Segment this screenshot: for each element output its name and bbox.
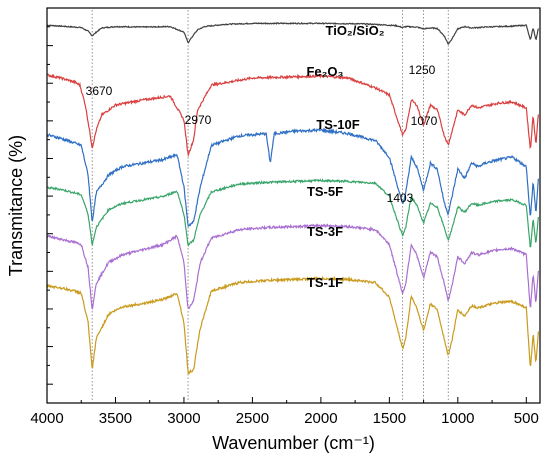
series-line: [46, 178, 539, 248]
series-line: [47, 21, 539, 45]
series-label: TiO₂/SiO₂: [326, 23, 385, 38]
x-tick-label: 2500: [236, 410, 269, 427]
series-line: [46, 127, 539, 228]
peak-annotation: 3670: [86, 84, 113, 98]
series-label: TS-3F: [307, 224, 343, 239]
x-tick-label: 500: [514, 410, 539, 427]
x-tick-label: 3000: [167, 410, 200, 427]
reference-lines: [91, 10, 449, 401]
peak-annotation: 1250: [409, 63, 436, 77]
series-line: [46, 275, 539, 376]
y-axis-title: Transmitance (%): [6, 135, 26, 276]
plot-frame: [46, 7, 541, 404]
x-tick-label: 2000: [304, 410, 337, 427]
x-tick-label: 4000: [30, 410, 63, 427]
labels-layer: TiO₂/SiO₂ Fe₂O₃ TS-10F TS-5F TS-3F TS-1F 3670 2…: [86, 23, 438, 290]
series-label: Fe₂O₃: [306, 64, 343, 79]
peak-annotation: 1403: [387, 191, 414, 205]
x-tick-label: 3500: [99, 410, 132, 427]
x-tick-label: 1000: [441, 410, 474, 427]
x-axis-title: Wavenumber (cm⁻¹): [212, 433, 375, 453]
series-label: TS-5F: [307, 184, 343, 199]
series-label: TS-1F: [307, 275, 343, 290]
series-label: TS-10F: [316, 117, 359, 132]
axis-layer: 4000 3500 3000 2500 2000 1500 1000 500: [30, 7, 541, 427]
x-tick-label: 1500: [373, 410, 406, 427]
series-layer: [46, 21, 539, 376]
peak-annotation: 1070: [411, 114, 438, 128]
series-line: [46, 73, 539, 158]
peak-annotation: 2970: [185, 113, 212, 127]
series-line: [46, 223, 539, 310]
